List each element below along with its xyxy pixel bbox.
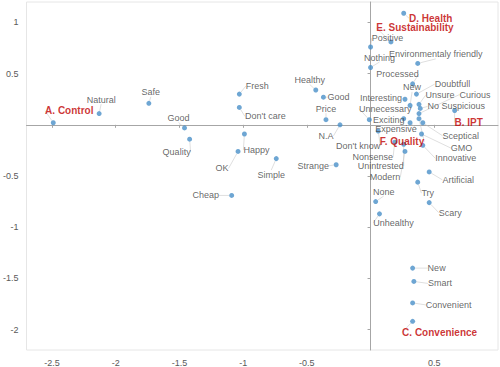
svg-text:-1.5: -1.5 [3,273,19,283]
svg-text:-1.5: -1.5 [172,358,188,367]
svg-text:Nonsense: Nonsense [352,152,393,163]
svg-text:Modern: Modern [370,172,401,182]
svg-text:Quality: Quality [163,147,192,157]
svg-text:Innovative: Innovative [435,153,476,163]
svg-text:-0.5: -0.5 [299,358,315,367]
svg-text:-2: -2 [112,358,120,367]
svg-text:Expensive: Expensive [375,124,417,134]
svg-text:Fresh: Fresh [246,81,269,91]
svg-text:Nothing: Nothing [364,52,396,63]
svg-text:Environmentaly friendly: Environmentaly friendly [389,49,483,59]
svg-text:Good: Good [327,92,349,102]
svg-text:Happy: Happy [243,145,270,155]
svg-text:Unintrested: Unintrested [358,161,404,171]
svg-text:0.5: 0.5 [428,358,441,367]
svg-text:Try: Try [421,188,434,198]
svg-text:E. Sustainability: E. Sustainability [376,22,454,33]
svg-text:OK: OK [216,163,229,173]
svg-text:None: None [373,187,395,197]
svg-text:Exciting: Exciting [372,114,405,125]
svg-text:Cheap: Cheap [192,190,219,200]
svg-text:Price: Price [316,104,337,114]
svg-text:C. Convenience: C. Convenience [402,327,477,338]
svg-text:Convenient: Convenient [426,300,472,310]
svg-text:Healthy: Healthy [295,75,326,85]
svg-text:Smart: Smart [428,278,453,288]
svg-text:Unsure: Unsure [425,90,454,100]
svg-text:Unnecessary: Unnecessary [359,104,412,114]
svg-text:Interesting: Interesting [360,93,402,103]
svg-text:N.A: N.A [318,131,333,141]
svg-text:F. Quality: F. Quality [380,136,425,147]
svg-text:Safe: Safe [142,87,161,97]
svg-text:Curious: Curious [459,90,491,100]
svg-text:B. IPT: B. IPT [455,117,483,128]
svg-text:Doubtfull: Doubtfull [435,79,471,89]
svg-text:Natural: Natural [87,95,116,105]
svg-text:Scary: Scary [439,208,463,218]
svg-text:-1: -1 [10,222,18,232]
svg-text:Unhealthy: Unhealthy [373,218,414,228]
svg-text:Simple: Simple [258,170,286,180]
svg-text:GMO: GMO [451,143,473,153]
svg-text:Good: Good [168,113,190,123]
svg-text:New: New [428,263,447,273]
svg-text:-0.5: -0.5 [3,171,19,181]
svg-text:1: 1 [13,17,18,27]
svg-text:-1: -1 [239,358,247,367]
svg-text:D. Health: D. Health [409,12,453,24]
svg-text:Artificial: Artificial [442,175,474,185]
svg-text:No Suspicious: No Suspicious [428,101,486,111]
svg-text:Processed: Processed [376,69,419,79]
svg-text:-2.5: -2.5 [44,358,60,367]
svg-text:Don't care: Don't care [245,111,286,121]
svg-text:Positive: Positive [372,33,404,43]
svg-text:Don't know: Don't know [336,141,381,151]
svg-text:Sceptical: Sceptical [443,131,480,141]
svg-text:0.5: 0.5 [6,69,19,79]
svg-text:New: New [403,82,422,92]
svg-text:A. Control: A. Control [45,105,94,116]
svg-text:-2: -2 [10,325,18,335]
svg-text:Strange: Strange [297,161,329,171]
